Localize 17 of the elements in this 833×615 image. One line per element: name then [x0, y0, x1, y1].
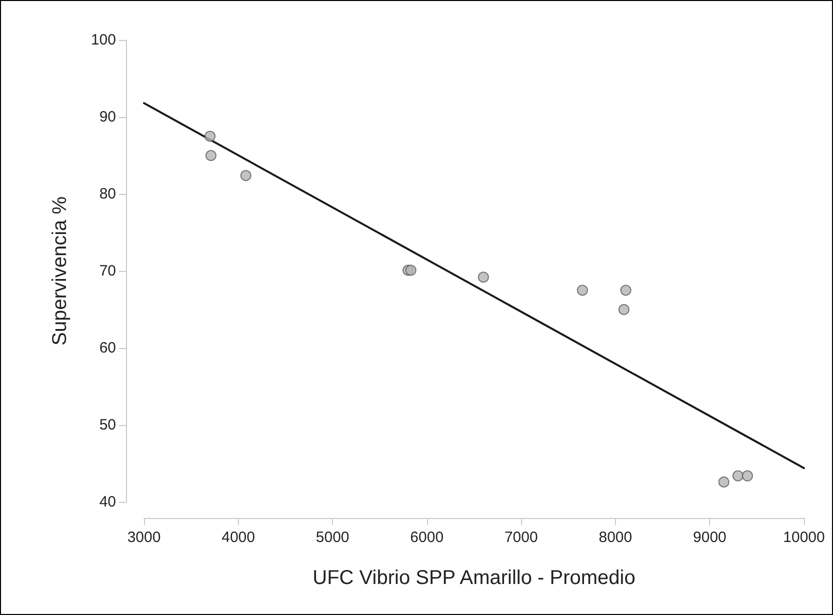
x-tick-label: 10000	[783, 529, 825, 546]
y-tick-label: 60	[99, 340, 116, 356]
y-tick-label: 100	[90, 32, 116, 48]
x-tick-label: 8000	[598, 529, 632, 546]
y-tick-label: 40	[99, 494, 116, 510]
x-tick-label: 9000	[693, 529, 726, 546]
y-tick-label: 50	[99, 416, 116, 434]
x-tick-label: 5000	[316, 529, 350, 546]
x-tick-label: 6000	[410, 529, 444, 546]
y-tick-label: 70	[99, 262, 116, 280]
x-tick-label: 7000	[504, 529, 538, 546]
x-tick-label: 4000	[222, 529, 255, 546]
x-axis-title: UFC Vibrio SPP Amarillo - Promedio	[312, 567, 636, 589]
y-axis-title: Supervivencia %	[49, 196, 71, 346]
y-tick-label: 80	[99, 186, 116, 202]
x-tick-label: 3000	[127, 529, 161, 546]
y-tick-label: 90	[99, 108, 116, 126]
